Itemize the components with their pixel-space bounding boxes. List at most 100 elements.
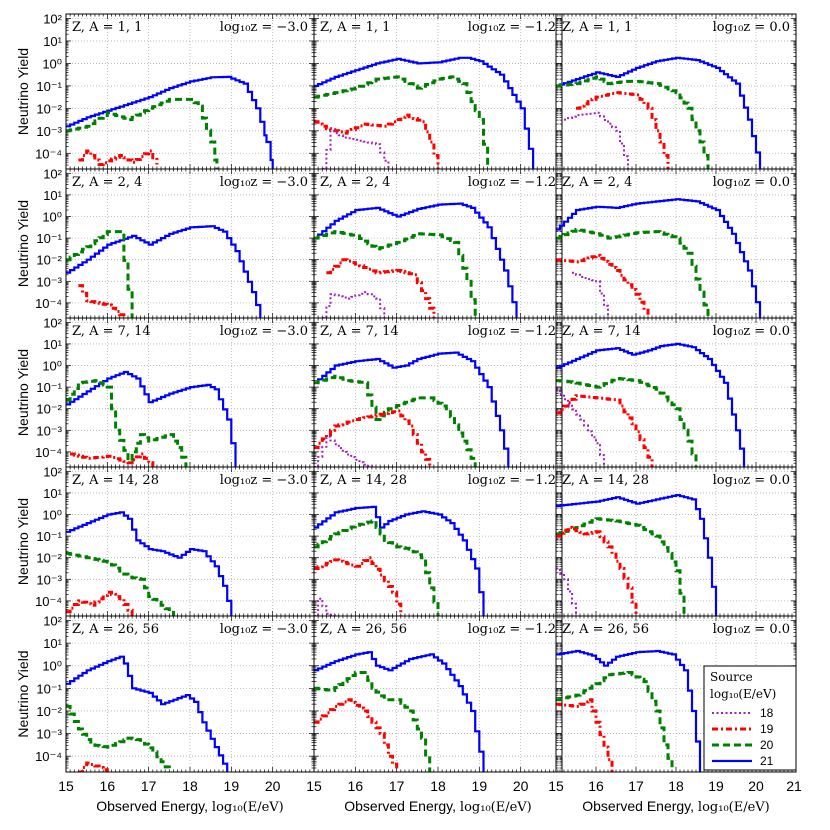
series-21-line xyxy=(66,370,237,467)
y-tick-label: 10⁻³ xyxy=(36,274,62,289)
y-tick-label: 10⁻² xyxy=(36,704,62,719)
y-tick-label: 10¹ xyxy=(43,636,62,651)
x-axis-label-math: log₁₀(E/eV) xyxy=(460,800,532,815)
series-21-line xyxy=(66,511,233,616)
y-tick-label: 10⁻⁴ xyxy=(35,749,62,764)
y-tick-label: 10⁻³ xyxy=(36,423,62,438)
series-group xyxy=(314,202,518,318)
x-tick-label: 15 xyxy=(58,778,74,794)
series-20-line xyxy=(314,671,432,772)
redshift-label: log₁₀z = −3.0 xyxy=(220,622,308,637)
series-19-line xyxy=(576,91,670,169)
series-21-line xyxy=(556,649,702,772)
series-19-line xyxy=(314,409,432,467)
y-tick-label: 10⁻¹ xyxy=(36,380,62,395)
y-axis-label: Neutrino Yield xyxy=(15,200,31,287)
species-label: Z, A = 2, 4 xyxy=(562,175,632,190)
y-tick-label: 10² xyxy=(43,315,62,330)
x-axis-label: Observed Energy, log₁₀(E/eV) xyxy=(344,798,532,815)
legend-label-21: 21 xyxy=(760,754,774,768)
y-tick-label: 10⁻⁴ xyxy=(35,296,62,311)
series-21-line xyxy=(66,225,262,318)
series-21-line xyxy=(556,494,718,616)
y-tick-label: 10⁻¹ xyxy=(36,79,62,94)
redshift-label: log₁₀z = 0.0 xyxy=(713,473,790,488)
series-19-line xyxy=(314,556,403,616)
x-axis-label-math: log₁₀(E/eV) xyxy=(212,800,284,815)
x-tick-label: 16 xyxy=(100,778,116,794)
panel-r2-c1: Z, A = 7, 14 log₁₀z = −1.2 xyxy=(313,317,563,468)
y-tick-label: 10⁰ xyxy=(42,659,62,674)
panel-r1-c2: Z, A = 2, 4 log₁₀z = 0.0 xyxy=(555,168,797,319)
series-20-line xyxy=(556,228,710,318)
series-group xyxy=(556,56,762,169)
series-group xyxy=(556,198,762,318)
series-group xyxy=(314,56,535,169)
y-tick-label: 10⁻² xyxy=(36,253,62,268)
series-19-line xyxy=(556,253,650,318)
series-group xyxy=(66,225,262,318)
panel-labels: Z, A = 7, 14 log₁₀z = −3.0 xyxy=(72,324,308,339)
panel-labels: Z, A = 14, 28 log₁₀z = −1.2 xyxy=(320,473,556,488)
series-group xyxy=(314,505,485,616)
panel-r3-c2: Z, A = 14, 28 log₁₀z = 0.0 xyxy=(555,466,797,617)
y-axis-label: Neutrino Yield xyxy=(15,498,31,585)
species-label: Z, A = 1, 1 xyxy=(320,20,390,35)
series-19-line xyxy=(66,590,134,616)
y-tick-label: 10⁻¹ xyxy=(36,681,62,696)
y-tick-label: 10⁰ xyxy=(42,508,62,523)
y-axis-label: Neutrino Yield xyxy=(15,349,31,436)
x-axis-label: Observed Energy, log₁₀(E/eV) xyxy=(582,798,770,815)
series-group xyxy=(66,370,237,467)
species-label: Z, A = 7, 14 xyxy=(562,324,641,339)
panel-r2-c0: Z, A = 7, 14 log₁₀z = −3.0 xyxy=(65,317,315,468)
y-axis-label: Neutrino Yield xyxy=(15,650,31,737)
legend-label-20: 20 xyxy=(760,738,774,752)
y-tick-label: 10⁻⁴ xyxy=(35,594,62,609)
legend-title-source: Source xyxy=(710,670,753,684)
y-tick-label: 10² xyxy=(43,464,62,479)
y-tick-label: 10¹ xyxy=(43,337,62,352)
series-21-line xyxy=(66,75,274,169)
series-group xyxy=(556,342,746,467)
redshift-label: log₁₀z = 0.0 xyxy=(713,20,790,35)
x-tick-label: 19 xyxy=(472,778,488,794)
series-20-line xyxy=(66,551,175,616)
series-19-line xyxy=(314,698,399,772)
x-tick-label: 15 xyxy=(306,778,322,794)
grid xyxy=(66,169,314,318)
y-tick-label: 10⁻¹ xyxy=(36,231,62,246)
series-21-line xyxy=(556,198,762,318)
series-20-line xyxy=(314,230,477,318)
y-tick-label: 10⁻⁴ xyxy=(35,146,62,161)
species-label: Z, A = 14, 28 xyxy=(562,473,649,488)
y-tick-label: 10⁻³ xyxy=(36,727,62,742)
series-21-line xyxy=(556,56,762,169)
series-19-line xyxy=(556,394,654,467)
panel-labels: Z, A = 2, 4 log₁₀z = −3.0 xyxy=(72,175,308,190)
series-19-line xyxy=(78,149,159,166)
species-label: Z, A = 7, 14 xyxy=(72,324,151,339)
series-21-line xyxy=(314,505,485,616)
series-20-line xyxy=(66,704,171,772)
redshift-label: log₁₀z = −1.2 xyxy=(468,473,556,488)
x-tick-label: 17 xyxy=(628,778,644,794)
panel-labels: Z, A = 14, 28 log₁₀z = −3.0 xyxy=(72,473,308,488)
series-group xyxy=(66,75,274,169)
series-group xyxy=(314,351,510,467)
species-label: Z, A = 2, 4 xyxy=(72,175,142,190)
y-tick-label: 10⁻³ xyxy=(36,124,62,139)
y-tick-label: 10⁻³ xyxy=(36,572,62,587)
x-tick-label: 20 xyxy=(748,778,764,794)
series-20-line xyxy=(556,517,686,616)
series-21-line xyxy=(66,655,229,772)
x-tick-label: 16 xyxy=(588,778,604,794)
series-group xyxy=(556,649,702,772)
x-tick-label: 17 xyxy=(141,778,157,794)
species-label: Z, A = 2, 4 xyxy=(320,175,390,190)
panel-labels: Z, A = 26, 56 log₁₀z = −1.2 xyxy=(320,622,556,637)
panel-r3-c1: Z, A = 14, 28 log₁₀z = −1.2 xyxy=(313,466,563,617)
species-label: Z, A = 14, 28 xyxy=(320,473,407,488)
panel-r4-c1: Z, A = 26, 56 log₁₀z = −1.2 xyxy=(313,615,563,773)
